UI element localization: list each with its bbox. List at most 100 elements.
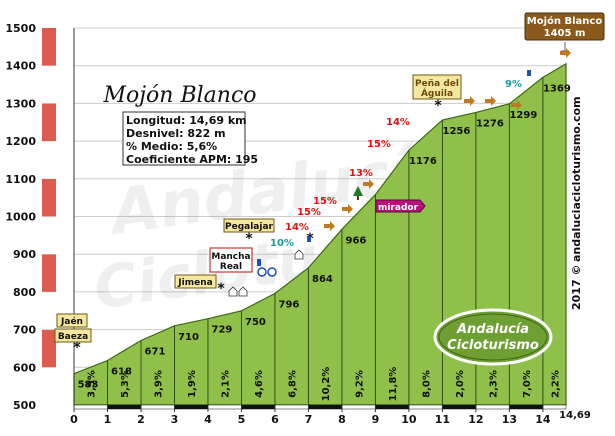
place-mirador: mirador — [375, 199, 426, 213]
km-bar-cell — [408, 404, 443, 410]
bike-wheel-icon — [257, 267, 267, 277]
x-tick-label: 3 — [171, 413, 179, 426]
km-elevation-label: 583 — [78, 380, 99, 391]
km-elevation-label: 864 — [312, 274, 333, 285]
stat-apm-coefficient: Coeficiente APM: 195 — [126, 153, 258, 166]
direction-arrow-icon — [511, 100, 522, 110]
km-elevation-label: 729 — [212, 325, 233, 336]
band-stripe — [42, 254, 56, 292]
x-tick-label: 13 — [502, 413, 517, 426]
y-tick-label: 1500 — [5, 22, 36, 35]
town-house-icon — [294, 249, 304, 260]
segment-grade-label: 3,5% — [87, 370, 98, 398]
km-bar-cell — [107, 404, 142, 410]
km-elevation-label: 1256 — [442, 126, 470, 137]
y-tick-label: 1200 — [5, 135, 36, 148]
ramp-grade-labels: 10% 14% 15% 15% 13% 15% 14% 9% — [270, 79, 522, 249]
y-tick-label: 600 — [13, 361, 36, 374]
x-tick-label: 8 — [338, 413, 346, 426]
km-elevation-label: 966 — [345, 235, 366, 246]
band-stripe — [42, 28, 56, 66]
summit-name: Mojón Blanco — [527, 15, 603, 27]
route-markers: ***** — [73, 48, 571, 356]
x-tick-label: 6 — [271, 413, 279, 426]
place-pegalajar-label: Pegalajar — [225, 222, 274, 232]
segment-grade-label: 6,8% — [288, 370, 299, 398]
km-elevation-label: 796 — [279, 299, 300, 310]
y-tick-label: 1000 — [5, 211, 36, 224]
stat-length: Longitud: 14,69 km — [126, 114, 247, 127]
km-bar-cell — [542, 404, 567, 410]
vertical-watermark: 2017 © andaluciacicloturismo.com — [570, 96, 583, 310]
logo-line-2: Cicloturismo — [447, 338, 539, 353]
x-tick-label: 7 — [305, 413, 313, 426]
ramp-label-10: 10% — [270, 238, 294, 249]
segment-grade-label: 8,0% — [422, 370, 433, 398]
place-jimena: Jimena — [174, 274, 217, 289]
segment-grade-label: 2,0% — [455, 370, 466, 398]
ramp-label-14-b: 14% — [386, 117, 410, 128]
stats-box: Longitud: 14,69 km Desnivel: 822 m % Med… — [122, 111, 258, 166]
km-elevation-label: 1176 — [409, 156, 437, 167]
place-mancha-label: Mancha — [211, 252, 250, 262]
direction-arrow-icon — [342, 204, 353, 214]
place-pena-del-aguila: Peña del Águila — [412, 74, 462, 100]
y-tick-label: 700 — [13, 324, 36, 337]
place-baeza-label: Baeza — [58, 332, 88, 342]
ramp-label-15-c: 15% — [367, 139, 391, 150]
x-axis: 0 1 2 3 4 5 6 7 8 9 10 11 12 13 14 14,69 — [70, 405, 591, 426]
fountain-icon — [527, 70, 531, 76]
km-bar-cell — [341, 404, 376, 410]
km-elevation-label: 671 — [145, 347, 166, 358]
landmark-star-icon: * — [434, 98, 442, 114]
bike-wheel-icon — [267, 267, 277, 277]
tree-icon — [353, 186, 363, 196]
km-bar-cell — [207, 404, 242, 410]
summit-label: Mojón Blanco 1405 m — [524, 12, 605, 56]
watermark-site: andaluciacicloturismo.com — [570, 96, 583, 262]
x-tick-label: 9 — [372, 413, 380, 426]
chart-title: Mojón Blanco — [102, 83, 256, 108]
band-stripe — [42, 178, 56, 217]
km-bar-cell — [274, 404, 309, 410]
km-bar-cell — [509, 404, 544, 410]
ramp-label-13: 13% — [349, 168, 373, 179]
km-elevation-label: 750 — [245, 317, 266, 328]
segment-grade-labels: 3,5% 5,3% 3,9% 1,9% 2,1% 4,6% 6,8% 10,2% 9,2% 11,… — [87, 367, 562, 402]
y-tick-label: 500 — [13, 399, 36, 412]
segment-grade-label: 5,3% — [120, 370, 131, 398]
fountain-icon — [257, 259, 261, 266]
x-end-label: 14,69 — [559, 410, 591, 421]
x-tick-label: 10 — [401, 413, 417, 426]
km-bar-cell — [140, 404, 175, 410]
km-bar-cell — [174, 404, 209, 410]
x-tick-label: 11 — [435, 413, 450, 426]
segment-grade-label: 2,1% — [221, 370, 232, 398]
town-house-icon — [228, 286, 238, 297]
place-jaen-baeza: Jaén Baeza — [54, 313, 92, 343]
y-tick-label: 900 — [13, 248, 36, 261]
direction-arrow-icon — [485, 96, 496, 106]
segment-grade-label: 10,2% — [321, 367, 332, 402]
stat-elevation-gain: Desnivel: 822 m — [126, 127, 226, 140]
km-elevation-label: 1276 — [476, 118, 504, 129]
band-stripe — [42, 216, 56, 255]
segment-grade-label: 1,9% — [187, 370, 198, 398]
landmark-star-icon: * — [217, 281, 225, 297]
x-tick-label: 0 — [70, 413, 78, 426]
place-pegalajar: Pegalajar — [223, 218, 275, 233]
direction-arrow-icon — [464, 96, 475, 106]
landmark-star-icon: * — [73, 340, 81, 356]
place-jimena-label: Jimena — [177, 278, 212, 288]
km-bar-cell — [308, 404, 343, 410]
x-tick-label: 12 — [468, 413, 483, 426]
direction-arrow-icon — [560, 48, 571, 58]
direction-arrow-icon — [324, 221, 335, 231]
segment-grade-label: 9,2% — [355, 370, 366, 398]
segment-grade-label: 3,9% — [154, 370, 165, 398]
km-elevation-label: 1369 — [543, 83, 571, 94]
segment-grade-label: 2,3% — [489, 370, 500, 398]
segment-grade-label: 2,2% — [550, 370, 561, 398]
direction-arrow-icon — [363, 179, 374, 189]
place-real-label: Real — [220, 262, 242, 272]
